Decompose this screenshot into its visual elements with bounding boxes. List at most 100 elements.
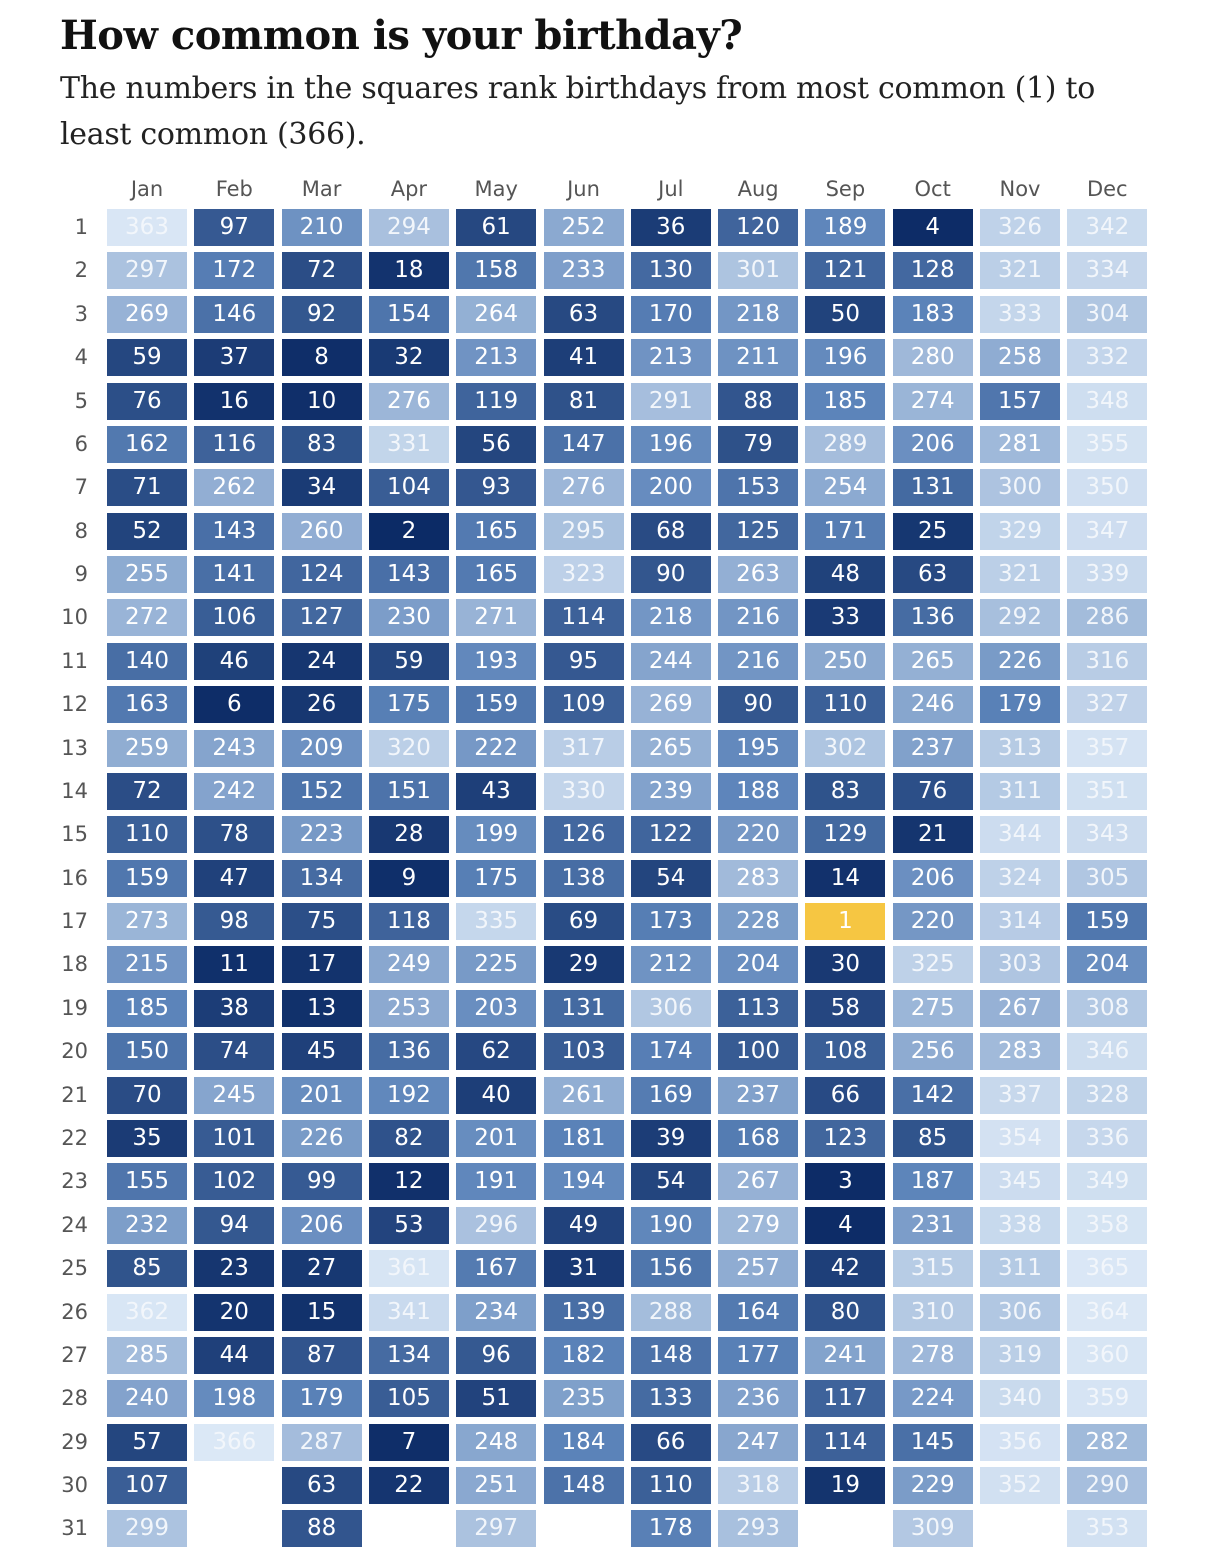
heatmap-cell-sep-13: 302: [805, 729, 886, 767]
heatmap-cell-aug-31: 293: [718, 1510, 799, 1548]
heatmap-cell-dec-20: 346: [1067, 1033, 1148, 1071]
heatmap-cell-aug-1: 120: [718, 209, 799, 246]
heatmap-cell-aug-18: 204: [718, 946, 799, 984]
heatmap-cell-aug-21: 237: [718, 1076, 799, 1114]
heatmap-cell-jan-7: 71: [107, 469, 187, 507]
heatmap-cell-jun-18: 29: [543, 946, 624, 984]
heatmap-cell-dec-9: 339: [1067, 556, 1148, 594]
heatmap-cell-mar-23: 99: [281, 1163, 362, 1201]
heatmap-cell-apr-8: 2: [368, 512, 449, 550]
heatmap-cell-mar-3: 92: [281, 295, 362, 333]
heatmap-cell-jan-23: 155: [107, 1163, 187, 1201]
heatmap-cell-aug-10: 216: [718, 599, 799, 637]
heatmap-cell-feb-23: 102: [194, 1163, 275, 1201]
heatmap-cell-sep-9: 48: [805, 556, 886, 594]
heatmap-cell-oct-11: 265: [892, 642, 973, 680]
heatmap-cell-may-30: 251: [456, 1467, 537, 1505]
heatmap-cell-nov-5: 157: [980, 382, 1060, 420]
heatmap-cell-dec-8: 347: [1067, 512, 1148, 550]
heatmap-cell-nov-21: 337: [980, 1076, 1060, 1114]
heatmap-cell-jan-25: 85: [107, 1250, 187, 1288]
heatmap-cell-jun-2: 233: [543, 252, 624, 290]
day-label-11: 11: [61, 648, 88, 673]
heatmap-cell-mar-5: 10: [281, 382, 362, 420]
heatmap-cell-may-27: 96: [456, 1336, 537, 1374]
heatmap-cell-dec-15: 343: [1067, 816, 1148, 854]
heatmap-cell-oct-5: 274: [892, 382, 973, 420]
heatmap-cell-oct-31: 309: [892, 1510, 973, 1548]
heatmap-cell-may-7: 93: [456, 469, 537, 507]
heatmap-cell-oct-25: 315: [892, 1250, 973, 1288]
heatmap-cell-oct-21: 142: [892, 1076, 973, 1114]
heatmap-cell-jul-4: 213: [630, 339, 711, 377]
heatmap-cell-mar-16: 134: [281, 859, 362, 897]
heatmap-cell-apr-20: 136: [368, 1033, 449, 1071]
heatmap-cell-feb-19: 38: [194, 989, 275, 1027]
heatmap-cell-jun-21: 261: [543, 1076, 624, 1114]
heatmap-cell-sep-27: 241: [805, 1336, 886, 1374]
heatmap-cell-may-31: 297: [456, 1510, 537, 1548]
heatmap-cell-sep-25: 42: [805, 1250, 886, 1288]
heatmap-cell-aug-17: 228: [718, 903, 799, 941]
heatmap-cell-nov-30: 352: [980, 1467, 1060, 1505]
heatmap-cell-may-1: 61: [456, 209, 537, 246]
heatmap-cell-mar-12: 26: [281, 686, 362, 724]
heatmap-cell-nov-12: 179: [980, 686, 1060, 724]
heatmap-cell-nov-29: 356: [980, 1423, 1060, 1461]
heatmap-cell-jul-15: 122: [630, 816, 711, 854]
heatmap-cell-mar-15: 223: [281, 816, 362, 854]
heatmap-cell-mar-11: 24: [281, 642, 362, 680]
heatmap-cell-may-13: 222: [456, 729, 537, 767]
heatmap-cell-jul-21: 169: [630, 1076, 711, 1114]
heatmap-cell-sep-5: 185: [805, 382, 886, 420]
heatmap-cell-mar-17: 75: [281, 903, 362, 941]
heatmap-cell-aug-2: 301: [718, 252, 799, 290]
heatmap-cell-jul-16: 54: [630, 859, 711, 897]
heatmap-cell-may-29: 248: [456, 1423, 537, 1461]
heatmap-cell-may-23: 191: [456, 1163, 537, 1201]
heatmap-cell-jan-18: 215: [107, 946, 187, 984]
heatmap-cell-apr-17: 118: [368, 903, 449, 941]
month-label-feb: Feb: [215, 177, 253, 201]
heatmap-cell-jun-17: 69: [543, 903, 624, 941]
heatmap-cell-jul-18: 212: [630, 946, 711, 984]
day-label-21: 21: [61, 1082, 88, 1107]
heatmap-cell-jul-13: 265: [630, 729, 711, 767]
heatmap-cell-jun-26: 139: [543, 1293, 624, 1331]
heatmap-cell-jun-7: 276: [543, 469, 624, 507]
heatmap-cell-jul-5: 291: [630, 382, 711, 420]
heatmap-cell-jun-10: 114: [543, 599, 624, 637]
heatmap-cell-jun-11: 95: [543, 642, 624, 680]
heatmap-cell-feb-12: 6: [194, 686, 275, 724]
heatmap-cell-feb-8: 143: [194, 512, 275, 550]
heatmap-cell-sep-7: 254: [805, 469, 886, 507]
heatmap-cell-oct-15: 21: [892, 816, 973, 854]
day-label-24: 24: [61, 1212, 88, 1237]
heatmap-cell-oct-27: 278: [892, 1336, 973, 1374]
heatmap-cell-sep-1: 189: [805, 209, 886, 246]
day-label-26: 26: [61, 1299, 88, 1324]
heatmap-cell-nov-11: 226: [980, 642, 1060, 680]
heatmap-cell-oct-22: 85: [892, 1119, 973, 1157]
heatmap-cell-aug-11: 216: [718, 642, 799, 680]
heatmap-cell-oct-9: 63: [892, 556, 973, 594]
heatmap-cell-mar-8: 260: [281, 512, 362, 550]
heatmap-cell-mar-10: 127: [281, 599, 362, 637]
heatmap-cell-feb-5: 16: [194, 382, 275, 420]
heatmap-cell-mar-31: 88: [281, 1510, 362, 1548]
heatmap-cell-nov-6: 281: [980, 425, 1060, 463]
heatmap-cell-nov-19: 267: [980, 989, 1060, 1027]
day-label-17: 17: [61, 909, 88, 934]
heatmap-cell-apr-18: 249: [368, 946, 449, 984]
heatmap-cell-may-2: 158: [456, 252, 537, 290]
heatmap-cell-apr-14: 151: [368, 772, 449, 810]
heatmap-cell-aug-16: 283: [718, 859, 799, 897]
heatmap-cell-aug-25: 257: [718, 1250, 799, 1288]
heatmap-cell-jul-30: 110: [630, 1467, 711, 1505]
heatmap-cell-jan-1: 363: [107, 209, 187, 246]
day-label-15: 15: [61, 822, 88, 847]
heatmap-cell-oct-23: 187: [892, 1163, 973, 1201]
heatmap-cell-nov-24: 338: [980, 1206, 1060, 1244]
heatmap-cell-feb-4: 37: [194, 339, 275, 377]
